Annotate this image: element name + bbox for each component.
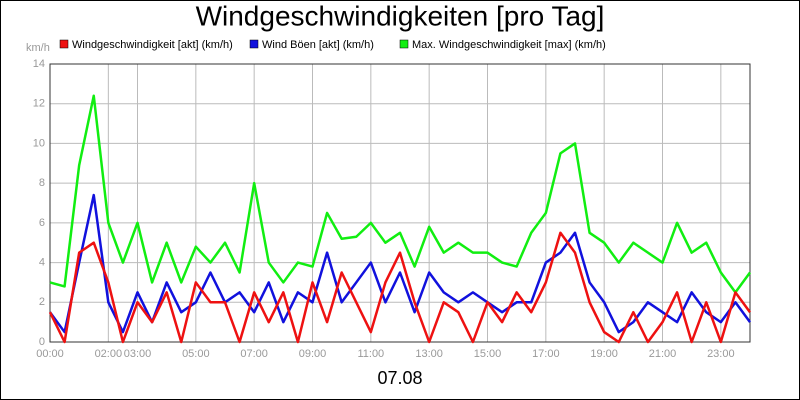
series-line (48, 193, 752, 334)
y-tick-label: 12 (33, 98, 45, 110)
x-tick-label: 07:00 (240, 348, 268, 360)
y-tick-label: 10 (33, 137, 45, 149)
x-tick-label: 03:00 (124, 348, 152, 360)
x-tick-label: 00:00 (36, 348, 64, 360)
x-tick-label: 21:00 (649, 348, 677, 360)
legend-swatch (249, 39, 259, 49)
y-unit: km/h (26, 42, 50, 54)
x-tick-label: 05:00 (182, 348, 210, 360)
x-label: 07.08 (377, 368, 422, 388)
legend-swatch (59, 39, 69, 49)
series-line (48, 231, 752, 344)
x-tick-label: 11:00 (357, 348, 384, 360)
y-tick-label: 14 (33, 58, 45, 70)
plot-border (49, 63, 751, 343)
plot-background (50, 64, 750, 342)
x-tick-label: 15:00 (474, 348, 502, 360)
plot-area: 0 2 4 6 8 10 12 14 00:00 02:00 03:00 05:00 07:00 09:0… (33, 58, 752, 360)
x-tick-label: 23:00 (707, 348, 735, 360)
legend-label: Max. Windgeschwindigkeit [max] (km/h) (412, 39, 606, 51)
chart-title: Windgeschwindigkeiten [pro Tag] (196, 0, 605, 31)
x-tick-label: 02:00 (95, 348, 123, 360)
y-tick-label: 6 (39, 217, 45, 229)
y-tick-label: 0 (39, 336, 45, 348)
x-tick-label: 17:00 (532, 348, 560, 360)
series-line (49, 94, 752, 294)
x-tick-label: 19:00 (590, 348, 618, 360)
legend-swatch (399, 39, 409, 49)
legend-label: Windgeschwindigkeit [akt] (km/h) (72, 39, 233, 51)
x-tick-label: 13:00 (415, 348, 443, 360)
y-tick-label: 4 (39, 256, 45, 268)
legend-label: Wind Böen [akt] (km/h) (262, 39, 374, 51)
y-tick-label: 2 (39, 296, 45, 308)
y-tick-label: 8 (39, 177, 45, 189)
x-tick-label: 09:00 (299, 348, 327, 360)
legend: Windgeschwindigkeit [akt] (km/h) Wind Böe… (59, 39, 606, 51)
